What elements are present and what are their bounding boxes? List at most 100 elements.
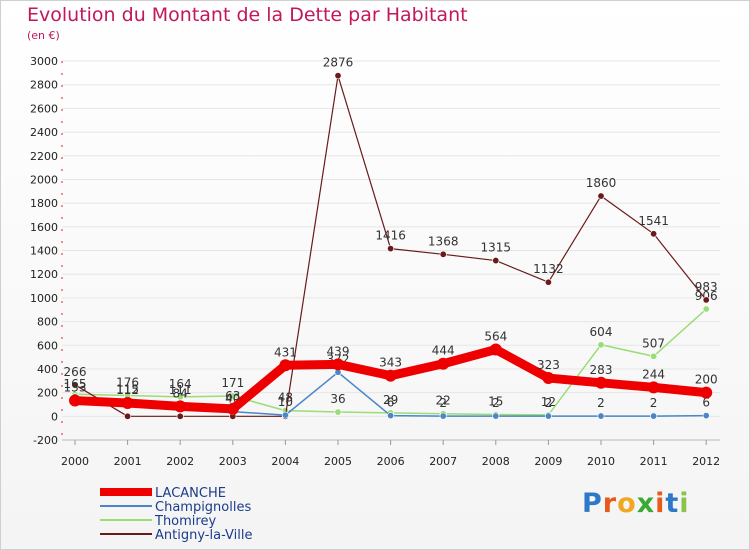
- data-point: [595, 376, 607, 389]
- data-label: 266: [64, 365, 87, 379]
- data-point: [279, 359, 292, 372]
- data-point: [702, 305, 710, 313]
- y-tick-label: 2800: [30, 79, 58, 92]
- legend-label: Antigny-la-Ville: [155, 528, 252, 543]
- legend-label: Champignolles: [155, 500, 251, 515]
- data-label: 283: [590, 363, 613, 377]
- y-tick-label: 2000: [30, 173, 58, 186]
- y-tick-label: 1200: [30, 268, 58, 281]
- x-tick-label: 2004: [271, 455, 299, 468]
- data-label: 176: [116, 375, 139, 389]
- chart-subtitle: (en €): [27, 29, 60, 42]
- x-tick-label: 2006: [377, 455, 405, 468]
- data-label: 111: [169, 383, 192, 397]
- data-label: 2: [545, 396, 553, 410]
- data-label: 507: [642, 336, 665, 350]
- x-tick-label: 2003: [219, 455, 247, 468]
- data-label: 84: [173, 386, 188, 400]
- data-point: [226, 402, 239, 415]
- data-label: 115: [116, 383, 139, 397]
- y-tick-label: 2200: [30, 150, 58, 163]
- data-label: 15: [488, 395, 503, 409]
- data-point: [121, 397, 134, 410]
- data-point: [281, 411, 289, 419]
- data-label: 1132: [533, 262, 564, 276]
- y-tick-label: 400: [37, 363, 58, 376]
- y-tick-label: 800: [37, 316, 58, 329]
- data-label: 10: [278, 395, 293, 409]
- data-label: 22: [436, 394, 451, 408]
- chart-title: Evolution du Montant de la Dette par Hab…: [27, 4, 468, 26]
- data-point: [597, 412, 605, 420]
- data-label: 564: [484, 330, 507, 344]
- data-point: [387, 245, 395, 253]
- data-point: [387, 412, 395, 420]
- data-label: 1368: [428, 234, 459, 248]
- data-point: [544, 278, 552, 286]
- data-point: [489, 343, 502, 356]
- logo-letter: P: [582, 488, 603, 519]
- legend-label: Thomirey: [154, 514, 216, 529]
- data-label: 431: [274, 345, 297, 359]
- data-label: 343: [379, 356, 402, 370]
- data-label: 36: [330, 392, 345, 406]
- data-label: 165: [64, 377, 87, 391]
- data-label: 2876: [323, 56, 354, 70]
- x-tick-label: 2002: [166, 455, 194, 468]
- data-label: 6: [387, 396, 395, 410]
- data-point: [124, 412, 132, 420]
- data-label: 1416: [375, 229, 406, 243]
- x-tick-label: 2008: [482, 455, 510, 468]
- data-point: [597, 192, 605, 200]
- data-point: [492, 412, 500, 420]
- x-tick-label: 2011: [640, 455, 668, 468]
- data-point: [384, 369, 397, 382]
- data-point: [650, 352, 658, 360]
- data-label: 1315: [481, 241, 512, 255]
- data-point: [71, 381, 79, 389]
- data-point: [544, 412, 552, 420]
- data-label: 323: [537, 358, 560, 372]
- y-tick-label: 1000: [30, 292, 58, 305]
- data-label: 2: [439, 396, 447, 410]
- data-label: 63: [225, 389, 240, 403]
- x-tick-label: 2001: [114, 455, 142, 468]
- data-label: 983: [695, 280, 718, 294]
- y-tick-label: 2400: [30, 126, 58, 139]
- x-tick-label: 2012: [692, 455, 720, 468]
- logo-letter: x: [636, 488, 656, 519]
- y-tick-label: 1800: [30, 197, 58, 210]
- data-point: [69, 394, 81, 407]
- legend-label: LACANCHE: [155, 486, 226, 501]
- data-label: 200: [695, 373, 718, 387]
- data-point: [439, 412, 447, 420]
- data-point: [437, 357, 450, 370]
- x-tick-label: 2010: [587, 455, 615, 468]
- y-tick-label: 0: [51, 410, 58, 423]
- x-tick-label: 2009: [534, 455, 562, 468]
- y-tick-label: 600: [37, 339, 58, 352]
- data-point: [229, 392, 237, 400]
- data-label: 1860: [586, 176, 617, 190]
- logo-letter: o: [617, 488, 637, 519]
- logo-letter: t: [665, 488, 680, 519]
- logo-letter: r: [602, 488, 618, 519]
- series-lacanche: 133 112 84 63 431 439 343 444 564 323 283 244 200: [64, 330, 718, 415]
- logo-letter: i: [655, 488, 666, 519]
- data-label: 12: [541, 395, 556, 409]
- data-point: [174, 400, 187, 413]
- data-label: 244: [642, 367, 665, 381]
- data-point: [702, 296, 710, 304]
- proxiti-logo: Proxiti: [582, 488, 690, 519]
- data-point: [334, 408, 342, 416]
- data-point: [700, 386, 713, 399]
- data-label: 112: [116, 383, 139, 397]
- data-label: 2: [492, 396, 500, 410]
- data-label: 29: [383, 393, 398, 407]
- data-point: [492, 257, 500, 265]
- data-label: 6: [702, 396, 710, 410]
